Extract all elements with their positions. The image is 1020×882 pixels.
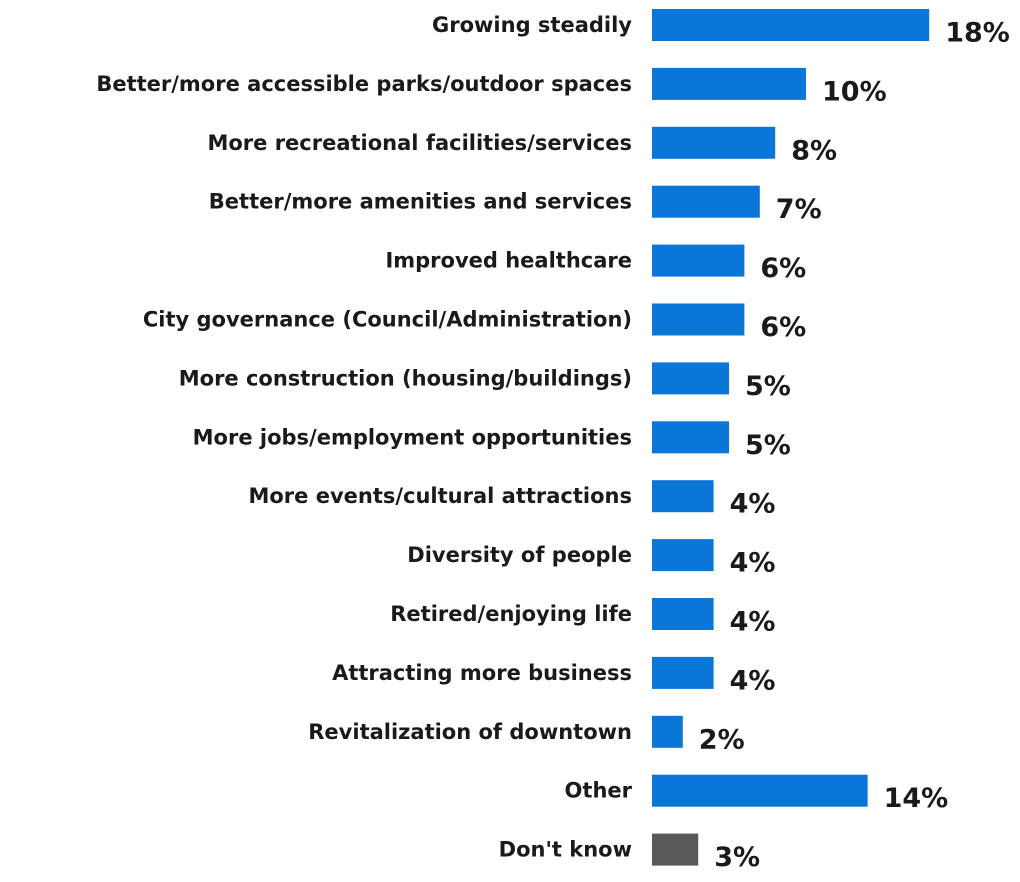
value-label-more-jobs-employment-opportunities: 5%: [745, 430, 791, 461]
category-label-attracting-more-business: Attracting more business: [332, 661, 632, 685]
bar-better-more-accessible-parks-outdoor-spaces: [652, 67, 806, 100]
category-label-better-more-accessible-parks-outdoor-spaces: Better/more accessible parks/outdoor spa…: [96, 72, 632, 96]
category-label-retired-enjoying-life: Retired/enjoying life: [390, 602, 632, 626]
category-label-more-recreational-facilities-services: More recreational facilities/services: [207, 131, 632, 155]
bar-diversity-of-people: [652, 539, 714, 572]
bar-more-jobs-employment-opportunities: [652, 421, 729, 454]
bar-retired-enjoying-life: [652, 598, 714, 630]
value-label-better-more-accessible-parks-outdoor-spaces: 10%: [822, 76, 887, 107]
bar-growing-steadily: [652, 9, 930, 41]
category-label-city-governance-council-administration: City governance (Council/Administration): [143, 308, 632, 332]
value-label-diversity-of-people: 4%: [730, 548, 776, 579]
bar-other: [652, 774, 868, 807]
value-labels: 18% 10% 8% 7% 6% 6% 5% 5% 4% 4% 4% 4% 2% 14% 3%: [699, 18, 1010, 874]
bar-revitalization-of-downtown: [652, 715, 683, 748]
category-label-revitalization-of-downtown: Revitalization of downtown: [308, 720, 632, 744]
category-label-more-construction-housing-buildings: More construction (housing/buildings): [179, 366, 632, 390]
category-label-more-events-cultural-attractions: More events/cultural attractions: [248, 484, 632, 508]
value-label-attracting-more-business: 4%: [730, 665, 776, 696]
category-labels: Growing steadily Better/more accessible p…: [96, 13, 632, 862]
value-label-revitalization-of-downtown: 2%: [699, 724, 745, 755]
category-label-other: Other: [565, 779, 633, 803]
value-label-don-t-know: 3%: [714, 842, 760, 873]
value-label-more-construction-housing-buildings: 5%: [745, 371, 791, 402]
bar-better-more-amenities-and-services: [652, 185, 760, 218]
value-label-city-governance-council-administration: 6%: [760, 312, 806, 343]
bar-more-recreational-facilities-services: [652, 126, 776, 159]
category-label-growing-steadily: Growing steadily: [432, 13, 632, 37]
bar-more-construction-housing-buildings: [652, 362, 729, 395]
category-label-don-t-know: Don't know: [499, 838, 632, 862]
value-label-other: 14%: [884, 783, 949, 814]
bars: [652, 9, 930, 866]
value-label-more-events-cultural-attractions: 4%: [730, 489, 776, 520]
bar-improved-healthcare: [652, 244, 745, 277]
bar-don-t-know: [652, 833, 699, 866]
bar-attracting-more-business: [652, 656, 714, 689]
category-label-better-more-amenities-and-services: Better/more amenities and services: [209, 190, 632, 214]
value-label-growing-steadily: 18%: [945, 18, 1010, 49]
value-label-better-more-amenities-and-services: 7%: [776, 194, 822, 225]
value-label-more-recreational-facilities-services: 8%: [791, 135, 837, 166]
category-label-improved-healthcare: Improved healthcare: [385, 249, 632, 273]
category-label-diversity-of-people: Diversity of people: [407, 543, 632, 567]
value-label-retired-enjoying-life: 4%: [730, 607, 776, 638]
bar-more-events-cultural-attractions: [652, 480, 714, 513]
category-label-more-jobs-employment-opportunities: More jobs/employment opportunities: [193, 425, 632, 449]
bar-city-governance-council-administration: [652, 303, 745, 336]
value-label-improved-healthcare: 6%: [760, 253, 806, 284]
